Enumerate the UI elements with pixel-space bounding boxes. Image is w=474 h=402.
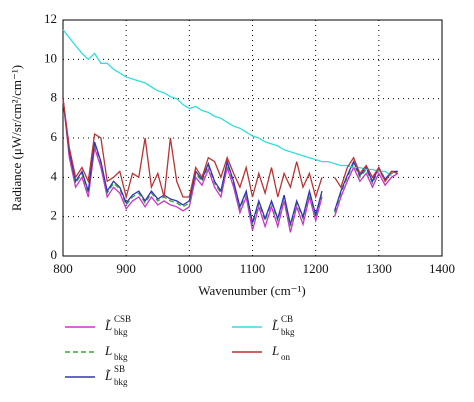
x-tick-label: 1200	[303, 261, 329, 276]
legend-sub: bkg	[114, 327, 128, 337]
x-tick-label: 800	[53, 261, 73, 276]
y-tick-label: 2	[51, 208, 58, 223]
y-tick-label: 10	[44, 50, 57, 65]
series-line	[62, 98, 399, 233]
legend-sub: bkg	[114, 377, 128, 387]
series-line	[62, 98, 398, 227]
legend-sup: SB	[114, 364, 125, 374]
series-line	[62, 29, 392, 176]
legend-label: L	[271, 343, 279, 358]
y-tick-label: 6	[51, 129, 58, 144]
y-tick-label: 0	[51, 247, 58, 262]
legend-label: L	[104, 343, 112, 358]
x-tick-label: 1000	[176, 261, 202, 276]
legend-sub: on	[281, 352, 291, 362]
series-line	[62, 98, 398, 225]
legend-entry: L̃ CB bkg	[271, 314, 295, 337]
legend-entry: L̃ CSB bkg	[104, 314, 131, 337]
y-axis-label: Radiance (μW/sr/cm²/cm⁻¹)	[9, 65, 24, 211]
y-tick-label: 12	[44, 11, 57, 26]
legend-sub: bkg	[281, 327, 295, 337]
legend-sup: CB	[281, 314, 293, 324]
legend-label: L̃	[104, 368, 112, 383]
x-tick-label: 1100	[240, 261, 266, 276]
legend-entry: L̃ SB bkg	[104, 364, 128, 387]
y-tick-label: 8	[51, 90, 58, 105]
x-tick-label: 900	[116, 261, 136, 276]
legend-label: L̃	[104, 318, 112, 333]
legend-label: L̃	[271, 318, 279, 333]
x-tick-label: 1300	[366, 261, 392, 276]
legend-sub: bkg	[114, 352, 128, 362]
x-tick-label: 1400	[429, 261, 455, 276]
series-line	[62, 98, 398, 200]
y-tick-label: 4	[51, 168, 58, 183]
x-axis-label: Wavenumber (cm⁻¹)	[198, 283, 306, 298]
legend-sup: CSB	[114, 314, 131, 324]
